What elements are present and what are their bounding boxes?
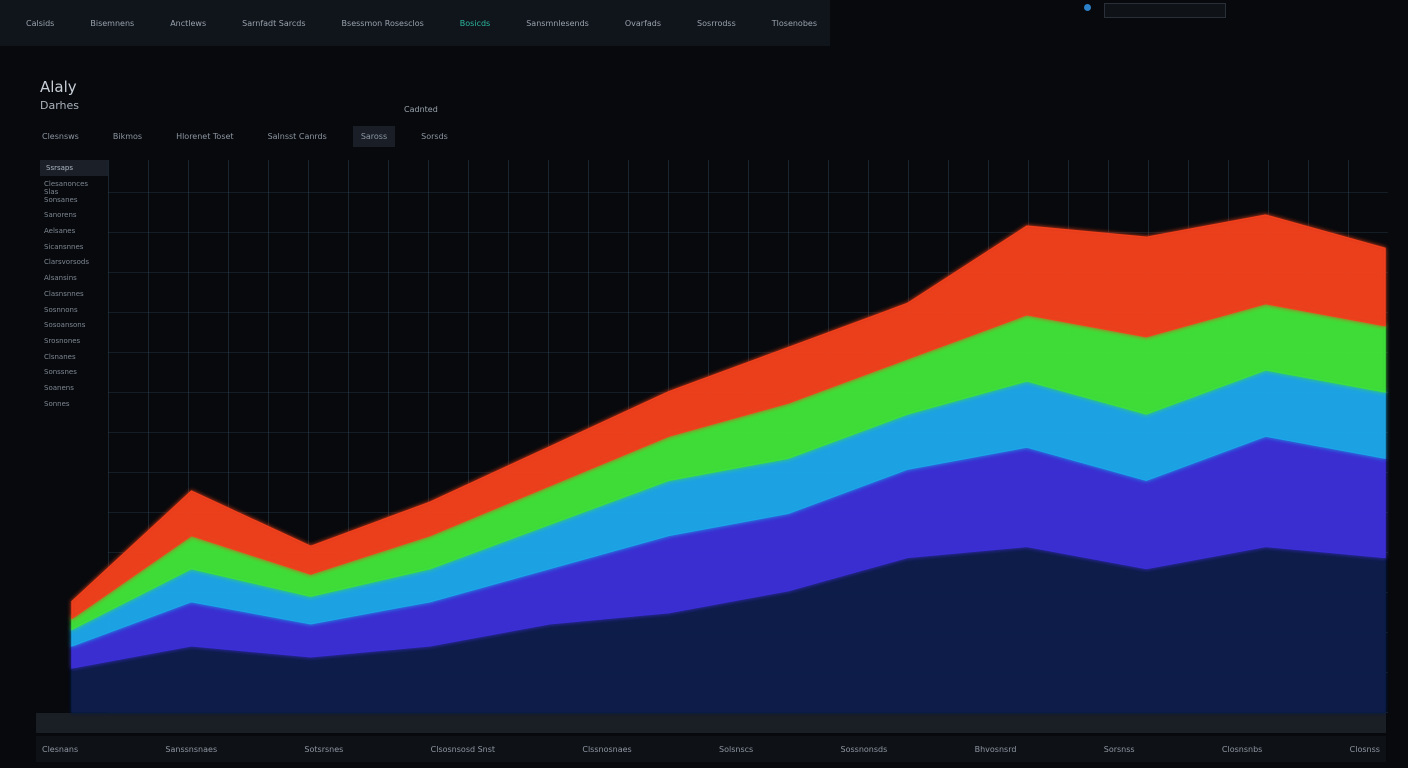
sidebar-item[interactable]: Sonsanes xyxy=(44,195,78,204)
top-nav: Calsids Bisemnens Anctlews Sarnfadt Sarcds B… xyxy=(0,0,830,46)
nav-item[interactable]: Sansmnlesends xyxy=(526,18,589,28)
footer-item[interactable]: Solsnscs xyxy=(719,744,754,754)
nav-item[interactable]: Sosrrodss xyxy=(697,18,736,28)
footer-item[interactable]: Closnsnbs xyxy=(1221,744,1263,754)
search-box[interactable] xyxy=(1104,3,1226,18)
sidebar-item[interactable]: Soanens xyxy=(44,383,74,392)
tab[interactable]: Salnsst Canrds xyxy=(267,132,327,141)
sidebar-item[interactable]: Clasnsnnes xyxy=(44,289,84,298)
sidebar-item[interactable]: Clarsvorsods xyxy=(44,258,89,267)
sidebar-heading: Ssrsaps xyxy=(40,160,108,176)
status-dot xyxy=(1084,4,1091,11)
nav-item[interactable]: Calsids xyxy=(26,18,55,28)
sidebar-item[interactable]: Sanorens xyxy=(44,211,77,220)
tab[interactable]: Sorsds xyxy=(421,132,448,141)
footer: Clesnans Sanssnsnaes Sotsrsnes Clsosnsosd S… xyxy=(36,736,1386,762)
footer-item[interactable]: Clssnosnaes xyxy=(582,744,632,754)
sidebar-item[interactable]: Clsnanes xyxy=(44,352,76,361)
sidebar-item[interactable]: Sicansnnes xyxy=(44,242,84,251)
nav-item[interactable]: Anctlews xyxy=(170,18,207,28)
sidebar-item[interactable]: Sonssnes xyxy=(44,368,77,377)
tab[interactable]: Clesnsws xyxy=(42,132,79,141)
sidebar-item[interactable]: Aelsanes xyxy=(44,227,76,236)
nav-item[interactable]: Bsessmon Rosesclos xyxy=(341,18,424,28)
footer-item[interactable]: Sotsrsnes xyxy=(304,744,344,754)
tabs: Clesnsws Bikmos Hlorenet Toset Salnsst Canr… xyxy=(34,126,474,147)
sidebar: Ssrsaps Clesanonces Slas Sonsanes Sanorens… xyxy=(40,160,108,411)
sidebar-item[interactable]: Srosnones xyxy=(44,336,81,345)
sidebar-item[interactable]: Clesanonces Slas xyxy=(44,180,89,196)
footer-item[interactable]: Bhvosnsrd xyxy=(974,744,1017,754)
x-axis-bar xyxy=(36,713,1386,733)
sidebar-item[interactable]: Sosnnons xyxy=(44,305,78,314)
tab[interactable]: Saross xyxy=(352,126,396,147)
nav-item[interactable]: Bisemnens xyxy=(90,18,135,28)
nav-item[interactable]: Sarnfadt Sarcds xyxy=(242,18,306,28)
nav-item[interactable]: Ovarfads xyxy=(624,18,662,28)
footer-item[interactable]: Closnss xyxy=(1349,744,1380,754)
page-subtitle: Darhes xyxy=(40,99,80,112)
tab[interactable]: Bikmos xyxy=(112,132,143,141)
tab[interactable]: Hlorenet Toset xyxy=(176,132,234,141)
nav-item[interactable]: Bosicds xyxy=(459,18,491,28)
page-title: Alaly xyxy=(40,78,77,96)
nav-item[interactable]: Tlosenobes xyxy=(771,18,817,28)
footer-item[interactable]: Sanssnsnaes xyxy=(165,744,218,754)
area-layer xyxy=(71,214,1386,620)
footer-item[interactable]: Sossnonsds xyxy=(840,744,888,754)
footer-item[interactable]: Sorsnss xyxy=(1103,744,1135,754)
sidebar-item[interactable]: Sonnes xyxy=(44,399,70,408)
tag: Cadnted xyxy=(404,105,438,114)
sidebar-item[interactable]: Sosoansons xyxy=(44,321,86,330)
footer-item[interactable]: Clsosnsosd Snst xyxy=(430,744,496,754)
footer-item[interactable]: Clesnans xyxy=(42,744,79,754)
sidebar-item[interactable]: Alsansins xyxy=(44,274,77,283)
